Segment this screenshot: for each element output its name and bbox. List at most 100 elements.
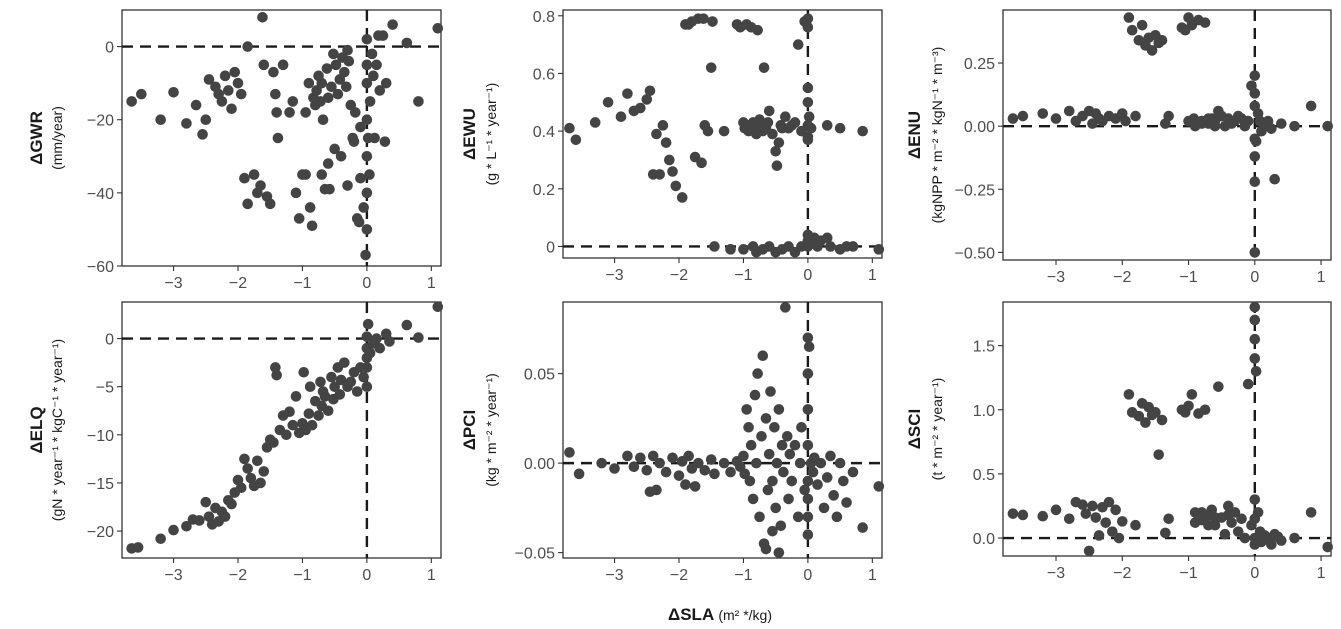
scatter-point xyxy=(330,59,342,71)
scatter-point xyxy=(683,450,694,462)
scatter-point xyxy=(1250,136,1262,147)
scatter-point xyxy=(841,497,852,508)
scatter-point xyxy=(339,66,350,78)
scatter-point xyxy=(380,77,392,89)
scatter-point xyxy=(358,202,369,213)
scatter-point xyxy=(342,180,353,191)
scatter-point xyxy=(803,111,815,122)
x-tick-label: 1 xyxy=(1317,565,1326,582)
scatter-point xyxy=(789,117,801,128)
scatter-point xyxy=(304,202,316,213)
y-tick-label: 0 xyxy=(546,239,555,256)
scatter-point xyxy=(194,515,205,526)
scatter-point xyxy=(689,481,701,492)
scatter-point xyxy=(757,350,769,362)
scatter-point xyxy=(834,457,846,469)
scatter-point xyxy=(602,96,614,108)
scatter-point xyxy=(802,439,814,451)
scatter-point xyxy=(293,213,305,224)
scatter-point xyxy=(1322,541,1333,553)
scatter-point xyxy=(326,81,337,93)
scatter-point xyxy=(707,16,718,27)
x-tick-label: 0 xyxy=(1250,269,1259,286)
scatter-point xyxy=(705,62,717,73)
scatter-point xyxy=(432,301,444,313)
scatter-point xyxy=(168,524,179,536)
scatter-point xyxy=(821,120,833,131)
scatter-point xyxy=(1199,404,1211,416)
y-tick-label: 0 xyxy=(105,40,114,57)
scatter-point xyxy=(803,341,815,353)
scatter-point xyxy=(361,381,373,392)
x-tick-label: −3 xyxy=(164,275,182,292)
scatter-point xyxy=(255,477,266,489)
scatter-point xyxy=(1163,513,1174,525)
scatter-point xyxy=(807,466,819,478)
scatter-point xyxy=(792,39,804,50)
panel-3: −3 −2 −1 0 1 −0.50 −0.25 0.00 0.25 ΔENU (kgNPP * m… xyxy=(905,9,1333,286)
scatter-point xyxy=(126,96,137,107)
scatter-point xyxy=(1186,389,1198,400)
scatter-point xyxy=(767,475,778,487)
scatter-point xyxy=(1037,108,1049,119)
scatter-point xyxy=(781,430,793,442)
scatter-point xyxy=(654,457,665,469)
scatter-point xyxy=(651,484,662,496)
scatter-point xyxy=(379,136,391,147)
scatter-point xyxy=(361,114,373,126)
scatter-point xyxy=(270,88,281,100)
scatter-point xyxy=(718,457,730,469)
scatter-point xyxy=(1063,105,1075,117)
y-tick-label: −10 xyxy=(87,428,114,445)
scatter-point xyxy=(1269,173,1280,185)
scatter-point xyxy=(277,59,289,71)
scatter-point xyxy=(226,103,237,115)
scatter-point xyxy=(1222,500,1234,512)
y-tick-label: 0.2 xyxy=(533,182,555,199)
scatter-point xyxy=(364,169,375,180)
scatter-point xyxy=(760,543,772,555)
scatter-point xyxy=(773,137,785,148)
scatter-point xyxy=(776,439,788,451)
y-tick-label: 0.00 xyxy=(964,119,995,136)
scatter-point xyxy=(334,389,346,400)
scatter-point xyxy=(290,187,302,199)
scatter-point xyxy=(364,347,376,359)
panel-5: −3 −2 −1 0 1 −0.05 0.00 0.05 ΔPCI (kg * m⁻² * yea… xyxy=(460,301,885,584)
x-tick-label: 1 xyxy=(427,275,436,292)
scatter-point xyxy=(287,419,299,431)
scatter-point xyxy=(190,99,202,111)
scatter-point xyxy=(762,484,774,496)
scatter-point xyxy=(264,198,276,210)
scatter-point xyxy=(1120,115,1131,127)
scatter-point xyxy=(828,490,839,501)
scatter-point xyxy=(773,547,785,558)
x-tick-label: −3 xyxy=(605,567,623,584)
scatter-point xyxy=(1140,417,1151,428)
scatter-point xyxy=(775,520,787,532)
scatter-point xyxy=(281,429,292,441)
scatter-point xyxy=(1063,513,1075,525)
y-axis-title: ΔENU xyxy=(905,111,924,159)
scatter-point xyxy=(1123,389,1135,400)
scatter-point xyxy=(657,120,669,131)
scatter-point xyxy=(773,404,785,415)
x-tick-label: −2 xyxy=(229,567,247,584)
scatter-points xyxy=(564,302,885,558)
scatter-point xyxy=(317,114,329,126)
x-tick-label: −3 xyxy=(605,267,623,284)
scatter-point xyxy=(644,85,656,97)
scatter-point xyxy=(589,117,601,128)
scatter-point xyxy=(799,484,810,496)
panel-frame xyxy=(1002,9,1332,261)
scatter-point xyxy=(155,533,166,545)
scatter-point xyxy=(361,362,373,373)
scatter-point xyxy=(374,342,386,354)
scatter-point xyxy=(361,150,373,162)
scatter-point xyxy=(1203,519,1214,531)
x-tick-label: −2 xyxy=(1113,269,1131,286)
scatter-point xyxy=(765,386,776,397)
scatter-point xyxy=(1249,176,1261,188)
scatter-point xyxy=(802,511,814,523)
